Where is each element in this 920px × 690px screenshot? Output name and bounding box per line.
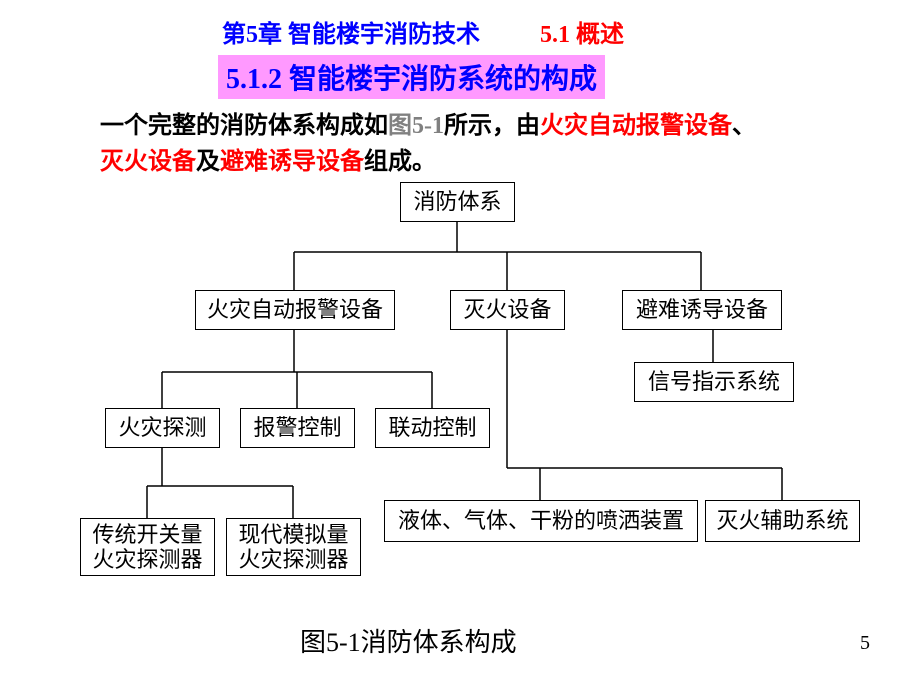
intro-fragment: 图5-1: [388, 113, 444, 139]
node-detect: 火灾探测: [105, 408, 220, 448]
node-evac: 避难诱导设备: [622, 290, 782, 330]
intro-fragment: 灭火设备: [100, 149, 196, 175]
node-alarm: 火灾自动报警设备: [195, 290, 395, 330]
intro-fragment: 及: [196, 149, 220, 175]
intro-fragment: 避难诱导设备: [220, 149, 364, 175]
node-signal: 信号指示系统: [634, 362, 794, 402]
node-root: 消防体系: [400, 182, 515, 222]
figure-caption: 图5-1消防体系构成: [300, 622, 517, 659]
page-number: 5: [860, 632, 870, 655]
node-ldkz: 联动控制: [375, 408, 490, 448]
intro-paragraph: 一个完整的消防体系构成如图5-1所示，由火灾自动报警设备、灭火设备及避难诱导设备…: [100, 108, 870, 180]
node-bjkz: 报警控制: [240, 408, 355, 448]
intro-fragment: 所示，由: [444, 113, 540, 139]
chapter-title: 第5章 智能楼宇消防技术 5.1 概述: [222, 14, 624, 49]
node-modern: 现代模拟量火灾探测器: [226, 518, 361, 576]
intro-fragment: 、: [732, 113, 756, 139]
intro-fragment: 一个完整的消防体系构成如: [100, 113, 388, 139]
section-title-text: 5.1 概述: [540, 22, 624, 48]
node-spray: 液体、气体、干粉的喷洒装置: [384, 500, 698, 542]
subheading-text: 5.1.2 智能楼宇消防系统的构成: [226, 64, 597, 95]
intro-fragment: 组成。: [364, 149, 436, 175]
diagram-edges: [0, 0, 920, 690]
node-aux: 灭火辅助系统: [705, 500, 860, 542]
chapter-title-text: 第5章 智能楼宇消防技术: [222, 22, 480, 48]
node-exting: 灭火设备: [450, 290, 565, 330]
subheading: 5.1.2 智能楼宇消防系统的构成: [218, 55, 605, 99]
intro-fragment: 火灾自动报警设备: [540, 113, 732, 139]
node-trad: 传统开关量火灾探测器: [80, 518, 215, 576]
